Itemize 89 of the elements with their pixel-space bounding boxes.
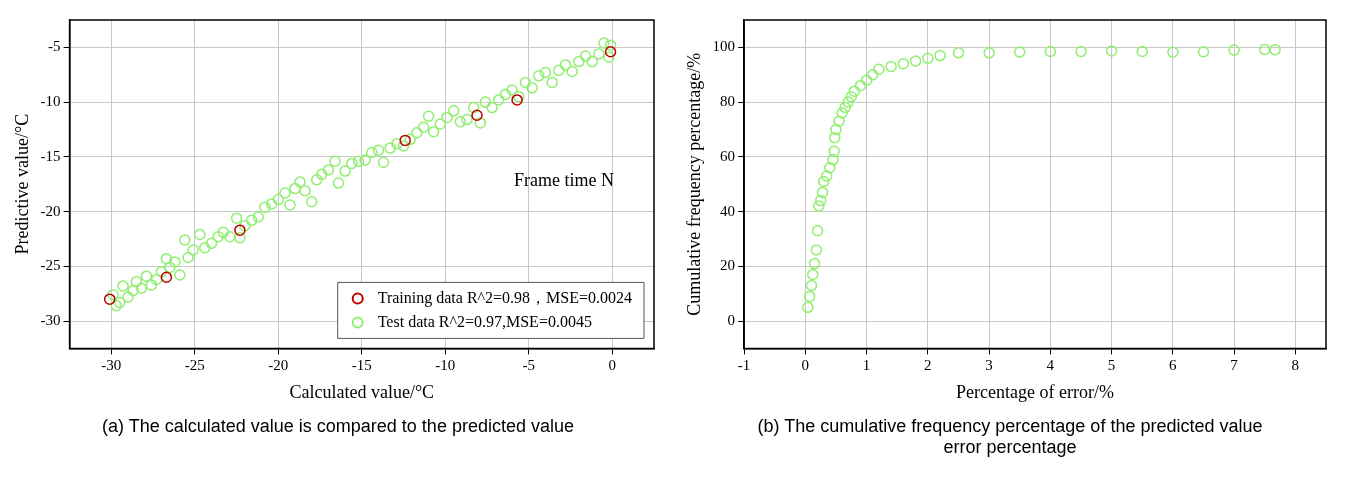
- x-tick-label: -10: [435, 357, 456, 374]
- point: [234, 224, 246, 236]
- point: [1105, 45, 1118, 57]
- point: [827, 153, 839, 166]
- y-tick-label: -10: [40, 93, 61, 110]
- point: [821, 170, 833, 182]
- point: [817, 175, 830, 188]
- point: [803, 290, 816, 303]
- point: [885, 60, 897, 73]
- point: [897, 58, 910, 70]
- point: [873, 63, 885, 76]
- x-tick-label: 3: [985, 357, 993, 374]
- point: [833, 115, 845, 128]
- point: [805, 279, 818, 292]
- legend-label: Training data R^2=0.98，MSE=0.0024: [377, 288, 633, 307]
- point: [952, 47, 965, 59]
- point: [1197, 46, 1210, 58]
- point: [1013, 46, 1026, 58]
- x-tick-label: 0: [801, 357, 810, 374]
- point: [814, 194, 827, 207]
- point: [160, 271, 173, 283]
- x-tick-label: -1: [737, 357, 751, 374]
- point: [845, 90, 858, 103]
- y-tick-label: -5: [48, 38, 61, 55]
- y-tick-label: 20: [720, 257, 736, 274]
- y-tick-label: 40: [720, 202, 736, 219]
- point: [1075, 45, 1087, 58]
- point: [839, 101, 851, 114]
- point: [511, 94, 523, 106]
- x-tick-label: 2: [924, 357, 932, 374]
- point: [983, 47, 995, 59]
- point: [1167, 46, 1179, 59]
- point: [811, 224, 824, 237]
- point: [1269, 44, 1281, 56]
- x-tick-label: -25: [184, 357, 205, 374]
- y-tick-label: 80: [720, 93, 736, 110]
- x-tick-label: -20: [268, 357, 289, 374]
- point: [860, 74, 873, 86]
- point: [103, 293, 116, 305]
- y-axis-title: Cumulative frequency percentage/%: [683, 52, 704, 316]
- point: [604, 46, 617, 58]
- x-tick-label: 0: [608, 357, 617, 374]
- point: [1044, 45, 1057, 58]
- point: [848, 85, 861, 97]
- point: [824, 162, 836, 174]
- point: [1259, 43, 1271, 56]
- point: [816, 186, 829, 199]
- point: [813, 200, 825, 212]
- point: [471, 109, 483, 121]
- x-tick-label: -15: [351, 357, 372, 374]
- point: [934, 49, 946, 62]
- point: [399, 134, 411, 147]
- x-tick-label: -30: [101, 357, 122, 374]
- point: [806, 268, 819, 281]
- x-tick-label: 7: [1230, 357, 1239, 374]
- point: [854, 79, 867, 92]
- point: [1228, 44, 1240, 56]
- text: (a) The calculated value is compared to the predicted value: [101, 415, 575, 437]
- point: [828, 145, 840, 158]
- point: [866, 68, 879, 81]
- x-tick-label: 1: [862, 357, 871, 374]
- x-tick-label: 4: [1046, 357, 1055, 374]
- y-tick-label: -15: [40, 147, 61, 164]
- x-axis-title: Percentage of error/%: [956, 381, 1115, 402]
- point: [1136, 45, 1148, 58]
- y-tick-label: -20: [40, 202, 61, 219]
- y-tick-label: -25: [40, 257, 61, 274]
- point: [842, 96, 854, 108]
- y-tick-label: 60: [720, 147, 736, 164]
- point: [810, 244, 823, 256]
- y-axis-title: Predictive value/°C: [11, 113, 32, 255]
- point: [829, 131, 841, 144]
- point: [836, 107, 848, 119]
- x-tick-label: -5: [522, 357, 536, 374]
- y-tick-label: 100: [712, 38, 736, 55]
- annotation: Frame time N: [514, 169, 614, 190]
- point: [909, 55, 922, 67]
- y-tick-label: -30: [40, 311, 61, 328]
- x-tick-label: 5: [1107, 357, 1116, 374]
- x-tick-label: 6: [1169, 357, 1178, 374]
- point: [922, 52, 934, 65]
- y-tick-label: 0: [727, 311, 736, 328]
- point: [830, 123, 842, 136]
- point: [802, 301, 814, 314]
- point: [808, 257, 821, 270]
- x-tick-label: 8: [1291, 357, 1300, 374]
- text: (b) The cumulative frequency percentage of the predicted value error percentage: [756, 415, 1264, 458]
- x-axis-title: Calculated value/°C: [289, 381, 435, 402]
- legend-label: Test data R^2=0.97,MSE=0.0045: [377, 312, 592, 330]
